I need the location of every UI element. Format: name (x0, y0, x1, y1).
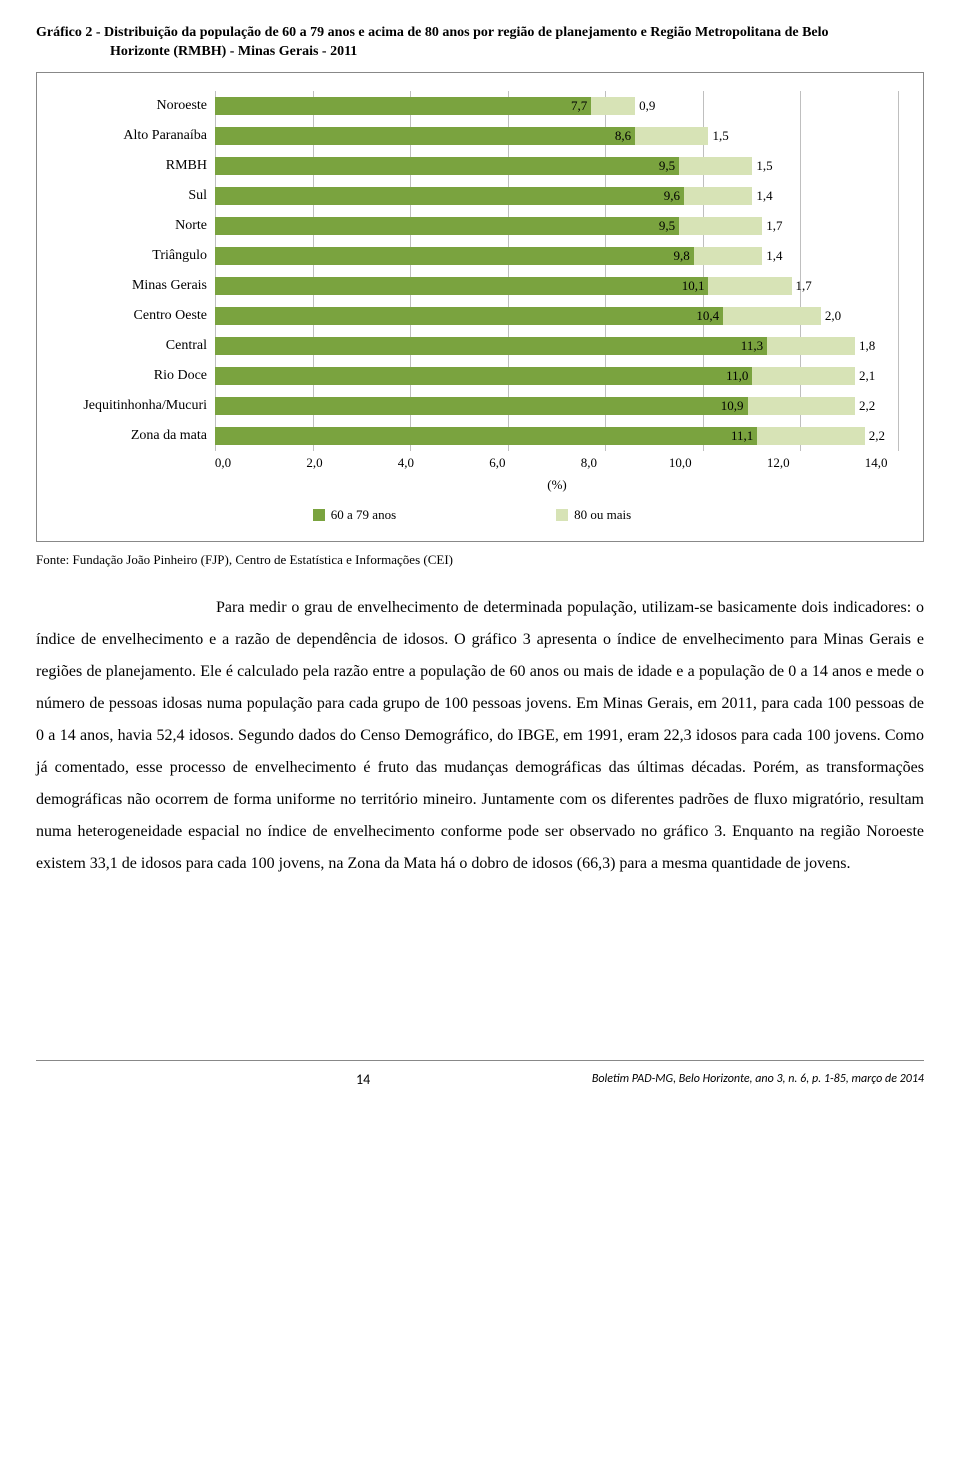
x-tick-label: 2,0 (306, 455, 322, 471)
bar-segment-60-79: 11,3 (215, 337, 767, 355)
bar-segment-80plus: 1,5 (635, 127, 708, 145)
bar-row: 11,31,8 (215, 331, 899, 361)
bar-segment-80plus: 0,9 (591, 97, 635, 115)
bar-segment-80plus: 1,8 (767, 337, 855, 355)
x-axis: 0,0 2,0 4,0 6,0 8,0 10,0 12,0 14,0 (45, 455, 899, 471)
page-number: 14 (356, 1071, 370, 1088)
legend: 60 a 79 anos 80 ou mais (45, 507, 899, 523)
x-tick-label: 4,0 (398, 455, 414, 471)
bar-value-label: 10,9 (721, 398, 744, 414)
chart-title-line1: Gráfico 2 - Distribuição da população de… (36, 24, 924, 43)
y-axis-category: Zona da mata (45, 421, 207, 451)
bar-segment-80plus: 2,2 (757, 427, 864, 445)
body-paragraph: Para medir o grau de envelhecimento de d… (36, 592, 924, 880)
bar-segment-80plus: 2,1 (752, 367, 855, 385)
bar-segment-60-79: 9,5 (215, 217, 679, 235)
bar-value-label: 11,1 (731, 428, 753, 444)
bar-row: 9,81,4 (215, 241, 899, 271)
bar-row: 11,02,1 (215, 361, 899, 391)
chart-title-line2: Horizonte (RMBH) - Minas Gerais - 2011 (36, 43, 924, 62)
bar-row: 10,92,2 (215, 391, 899, 421)
bar-segment-60-79: 10,1 (215, 277, 708, 295)
y-axis-category: Centro Oeste (45, 301, 207, 331)
bar-segment-60-79: 9,6 (215, 187, 684, 205)
y-axis-category: RMBH (45, 151, 207, 181)
bar-segment-60-79: 11,1 (215, 427, 757, 445)
bar-segment-60-79: 9,5 (215, 157, 679, 175)
page-footer: 14 Boletim PAD-MG, Belo Horizonte, ano 3… (36, 1060, 924, 1110)
y-axis-category: Jequitinhonha/Mucuri (45, 391, 207, 421)
x-tick-label: 0,0 (215, 455, 231, 471)
y-axis-labels: NoroesteAlto ParanaíbaRMBHSulNorteTriâng… (45, 91, 215, 451)
footer-reference: Boletim PAD-MG, Belo Horizonte, ano 3, n… (592, 1072, 924, 1086)
y-axis-category: Triângulo (45, 241, 207, 271)
y-axis-category: Minas Gerais (45, 271, 207, 301)
y-axis-category: Noroeste (45, 91, 207, 121)
bars-column: 7,70,98,61,59,51,59,61,49,51,79,81,410,1… (215, 91, 899, 451)
bar-row: 11,12,2 (215, 421, 899, 451)
bars-wrapper: 7,70,98,61,59,51,59,61,49,51,79,81,410,1… (215, 91, 899, 451)
bar-segment-80plus: 1,4 (684, 187, 752, 205)
bar-value-label: 10,1 (682, 278, 705, 294)
plot-area: NoroesteAlto ParanaíbaRMBHSulNorteTriâng… (45, 91, 899, 451)
bar-segment-60-79: 9,8 (215, 247, 694, 265)
bar-segment-80plus: 1,5 (679, 157, 752, 175)
legend-label: 80 ou mais (574, 507, 631, 523)
bar-segment-60-79: 8,6 (215, 127, 635, 145)
legend-swatch-icon (556, 509, 568, 521)
body-text: Para medir o grau de envelhecimento de d… (36, 599, 924, 872)
y-axis-category: Rio Doce (45, 361, 207, 391)
bar-value-label: 9,5 (659, 218, 675, 234)
bar-segment-80plus: 1,7 (708, 277, 791, 295)
x-axis-ticks: 0,02,04,06,08,010,012,014,0 (223, 455, 899, 471)
bar-value-label: 11,3 (741, 338, 763, 354)
chart-container: NoroesteAlto ParanaíbaRMBHSulNorteTriâng… (36, 72, 924, 542)
y-axis-category: Sul (45, 181, 207, 211)
bar-value-label: 9,5 (659, 158, 675, 174)
x-axis-label: (%) (215, 477, 899, 493)
bar-row: 9,61,4 (215, 181, 899, 211)
legend-swatch-icon (313, 509, 325, 521)
x-tick-label: 10,0 (669, 455, 692, 471)
bar-row: 7,70,9 (215, 91, 899, 121)
bar-segment-80plus: 2,2 (748, 397, 855, 415)
x-tick-label: 14,0 (865, 455, 888, 471)
legend-item-80plus: 80 ou mais (556, 507, 631, 523)
bar-segment-80plus: 2,0 (723, 307, 821, 325)
bar-segment-60-79: 7,7 (215, 97, 591, 115)
bar-row: 10,11,7 (215, 271, 899, 301)
bar-row: 10,42,0 (215, 301, 899, 331)
bar-row: 9,51,7 (215, 211, 899, 241)
bar-value-label: 7,7 (571, 98, 587, 114)
legend-label: 60 a 79 anos (331, 507, 396, 523)
bar-segment-80plus: 1,4 (694, 247, 762, 265)
bar-segment-60-79: 11,0 (215, 367, 752, 385)
bar-segment-60-79: 10,9 (215, 397, 748, 415)
chart-source: Fonte: Fundação João Pinheiro (FJP), Cen… (36, 552, 924, 568)
bar-row: 9,51,5 (215, 151, 899, 181)
bar-value-label: 9,8 (674, 248, 690, 264)
bar-value-label: 11,0 (726, 368, 748, 384)
x-tick-label: 12,0 (767, 455, 790, 471)
chart-title: Gráfico 2 - Distribuição da população de… (36, 24, 924, 62)
bar-row: 8,61,5 (215, 121, 899, 151)
x-tick-label: 8,0 (581, 455, 597, 471)
bar-segment-60-79: 10,4 (215, 307, 723, 325)
y-axis-category: Alto Paranaíba (45, 121, 207, 151)
legend-item-60-79: 60 a 79 anos (313, 507, 396, 523)
y-axis-category: Central (45, 331, 207, 361)
x-tick-label: 6,0 (489, 455, 505, 471)
bar-value-label: 9,6 (664, 188, 680, 204)
y-axis-category: Norte (45, 211, 207, 241)
bar-segment-80plus: 1,7 (679, 217, 762, 235)
bar-value-label: 10,4 (696, 308, 719, 324)
bar-value-label: 8,6 (615, 128, 631, 144)
